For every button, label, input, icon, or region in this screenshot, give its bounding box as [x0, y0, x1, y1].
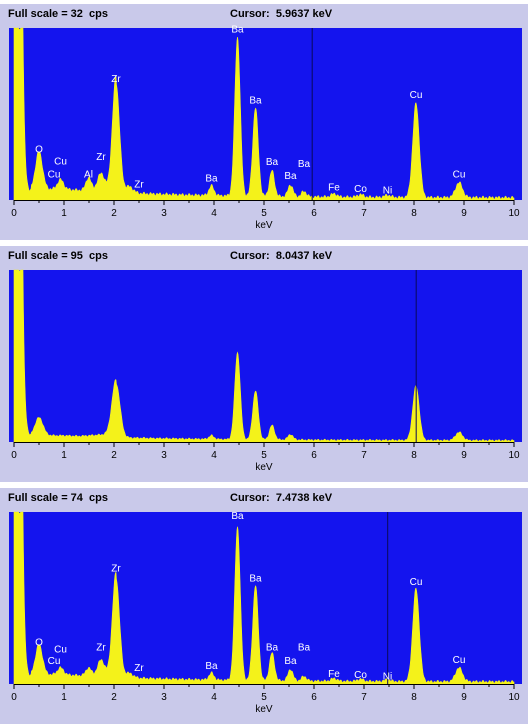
plot-area	[9, 270, 522, 442]
x-tick-label: 4	[211, 450, 217, 461]
peak-label-cu: Cu	[48, 169, 61, 180]
peak-label-ba: Ba	[298, 159, 311, 170]
x-tick-label: 0	[11, 450, 17, 461]
x-tick-label: 10	[508, 208, 520, 219]
spectrum-trace	[13, 27, 515, 201]
spectrum-panel-3: Full scale = 74 cps Cursor: 7.4738 keV O…	[0, 488, 528, 724]
plot-area	[9, 28, 522, 200]
peak-label-ba: Ba	[284, 171, 297, 182]
x-tick-label: 7	[361, 692, 367, 703]
spectrum-trace	[13, 269, 515, 443]
peak-label-cu: Cu	[453, 655, 466, 666]
x-tick-label: 9	[461, 208, 467, 219]
peak-label-ba: Ba	[266, 642, 279, 653]
full-scale-label: Full scale = 32 cps	[8, 8, 108, 20]
x-tick-label: 9	[461, 692, 467, 703]
peak-label-ba: Ba	[231, 24, 244, 35]
x-tick-label: 1	[61, 208, 67, 219]
panel-header: Full scale = 95 cps Cursor: 8.0437 keV	[0, 246, 528, 266]
peak-label-co: Co	[354, 670, 367, 681]
x-tick-label: 5	[261, 208, 267, 219]
x-axis-label: keV	[255, 462, 273, 473]
peak-label-ba: Ba	[266, 157, 279, 168]
cursor-readout: Cursor: 5.9637 keV	[230, 8, 333, 20]
x-tick-label: 3	[161, 208, 167, 219]
peak-label-ba: Ba	[298, 642, 311, 653]
peak-label-ba: Ba	[231, 511, 244, 522]
peak-label-cu: Cu	[54, 157, 67, 168]
x-tick-label: 2	[111, 692, 117, 703]
x-tick-label: 4	[211, 692, 217, 703]
x-tick-label: 10	[508, 692, 520, 703]
peak-label-cu: Cu	[410, 90, 423, 101]
peak-label-cu: Cu	[453, 169, 466, 180]
peak-label-ba: Ba	[249, 95, 262, 106]
peak-label-cu: Cu	[48, 656, 61, 667]
x-tick-label: 8	[411, 450, 417, 461]
peak-label-zr: Zr	[96, 152, 106, 163]
peak-label-ba: Ba	[249, 574, 262, 585]
x-tick-label: 8	[411, 692, 417, 703]
peak-label-ba: Ba	[205, 174, 218, 185]
spectrum-panel-1: Full scale = 32 cps Cursor: 5.9637 keV O…	[0, 4, 528, 240]
x-tick-label: 7	[361, 208, 367, 219]
cursor-readout: Cursor: 8.0437 keV	[230, 250, 333, 262]
peak-label-zr: Zr	[134, 180, 144, 191]
cursor-readout: Cursor: 7.4738 keV	[230, 492, 333, 504]
panel-header: Full scale = 32 cps Cursor: 5.9637 keV	[0, 4, 528, 24]
x-tick-label: 6	[311, 450, 317, 461]
peak-label-fe: Fe	[328, 669, 340, 680]
x-tick-label: 5	[261, 692, 267, 703]
peak-label-zr: Zr	[111, 74, 121, 85]
x-tick-label: 6	[311, 692, 317, 703]
peak-label-o: O	[35, 145, 43, 156]
peak-label-ba: Ba	[284, 656, 297, 667]
peak-label-zr: Zr	[96, 642, 106, 653]
x-tick-label: 4	[211, 208, 217, 219]
plot-area	[9, 512, 522, 684]
peak-label-cu: Cu	[410, 577, 423, 588]
x-tick-label: 6	[311, 208, 317, 219]
x-tick-label: 2	[111, 450, 117, 461]
peak-label-zr: Zr	[111, 563, 121, 574]
peak-label-co: Co	[354, 184, 367, 195]
peak-label-ni: Ni	[383, 186, 392, 197]
spectrum-trace	[13, 511, 515, 685]
spectrum-chart-2[interactable]: 0 1 2 3 4 5 6 7 8 9 10 keV	[0, 266, 528, 482]
x-tick-label: 5	[261, 450, 267, 461]
peak-label-cu: Cu	[54, 645, 67, 656]
x-tick-label: 10	[508, 450, 520, 461]
peak-label-al: Al	[84, 169, 93, 180]
x-tick-label: 9	[461, 450, 467, 461]
peak-label-fe: Fe	[328, 182, 340, 193]
x-tick-label: 2	[111, 208, 117, 219]
x-axis-label: keV	[255, 704, 273, 715]
peak-label-o: O	[35, 638, 43, 649]
x-tick-label: 1	[61, 450, 67, 461]
x-tick-label: 3	[161, 692, 167, 703]
peak-label-ba: Ba	[205, 661, 218, 672]
peak-label-zr: Zr	[134, 663, 144, 674]
x-tick-label: 1	[61, 692, 67, 703]
panel-header: Full scale = 74 cps Cursor: 7.4738 keV	[0, 488, 528, 508]
x-tick-label: 0	[11, 692, 17, 703]
full-scale-label: Full scale = 95 cps	[8, 250, 108, 262]
x-tick-label: 0	[11, 208, 17, 219]
x-tick-label: 7	[361, 450, 367, 461]
spectrum-panel-2: Full scale = 95 cps Cursor: 8.0437 keV 0…	[0, 246, 528, 482]
x-tick-label: 3	[161, 450, 167, 461]
full-scale-label: Full scale = 74 cps	[8, 492, 108, 504]
peak-label-ni: Ni	[383, 671, 392, 682]
x-tick-label: 8	[411, 208, 417, 219]
x-axis-label: keV	[255, 220, 273, 231]
